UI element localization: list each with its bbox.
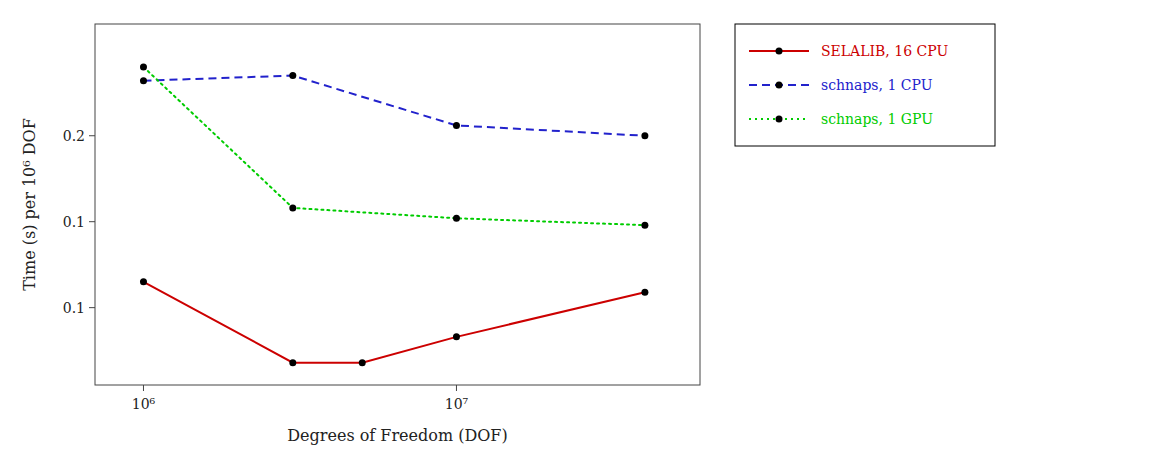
legend-marker	[776, 116, 783, 123]
series-point	[140, 77, 147, 84]
legend-marker	[776, 82, 783, 89]
x-axis-label: Degrees of Freedom (DOF)	[287, 426, 507, 445]
legend-label: schnaps, 1 CPU	[821, 77, 933, 93]
chart-container: 10⁶ 10⁷ 0.1 0.1 0.2 Degrees of Freedom (DOF) T…	[0, 0, 1159, 462]
series-point	[359, 359, 366, 366]
series-point	[453, 122, 460, 129]
series-line	[143, 282, 644, 363]
y-tick	[89, 221, 95, 222]
x-tick	[143, 385, 144, 391]
chart: 10⁶ 10⁷ 0.1 0.1 0.2 Degrees of Freedom (DOF) T…	[0, 0, 1159, 462]
series-point	[289, 72, 296, 79]
legend: SELALIB, 16 CPU schnaps, 1 CPU schnaps, 1 …	[735, 24, 995, 146]
series-line	[143, 76, 644, 136]
series-line	[143, 67, 644, 225]
y-tick	[89, 307, 95, 308]
series-point	[641, 132, 648, 139]
legend-label: SELALIB, 16 CPU	[821, 43, 948, 59]
legend-label: schnaps, 1 GPU	[821, 111, 933, 127]
y-tick	[89, 135, 95, 136]
series-point	[641, 289, 648, 296]
y-tick-label: 0.1	[63, 300, 85, 316]
series-point	[140, 278, 147, 285]
x-tick-label: 10⁷	[445, 396, 469, 412]
series-point	[140, 63, 147, 70]
y-axis-label: Time (s) per 10⁶ DOF	[20, 118, 39, 291]
series-point	[453, 215, 460, 222]
x-tick	[456, 385, 457, 391]
x-tick-label: 10⁶	[132, 396, 156, 412]
series-point	[289, 204, 296, 211]
series-point	[453, 333, 460, 340]
legend-marker	[776, 48, 783, 55]
y-tick-label: 0.2	[63, 128, 85, 144]
plot-area	[140, 63, 648, 366]
plot-frame	[95, 24, 700, 385]
series-point	[641, 222, 648, 229]
legend-frame	[735, 24, 995, 146]
y-tick-label: 0.1	[63, 214, 85, 230]
series-point	[289, 359, 296, 366]
